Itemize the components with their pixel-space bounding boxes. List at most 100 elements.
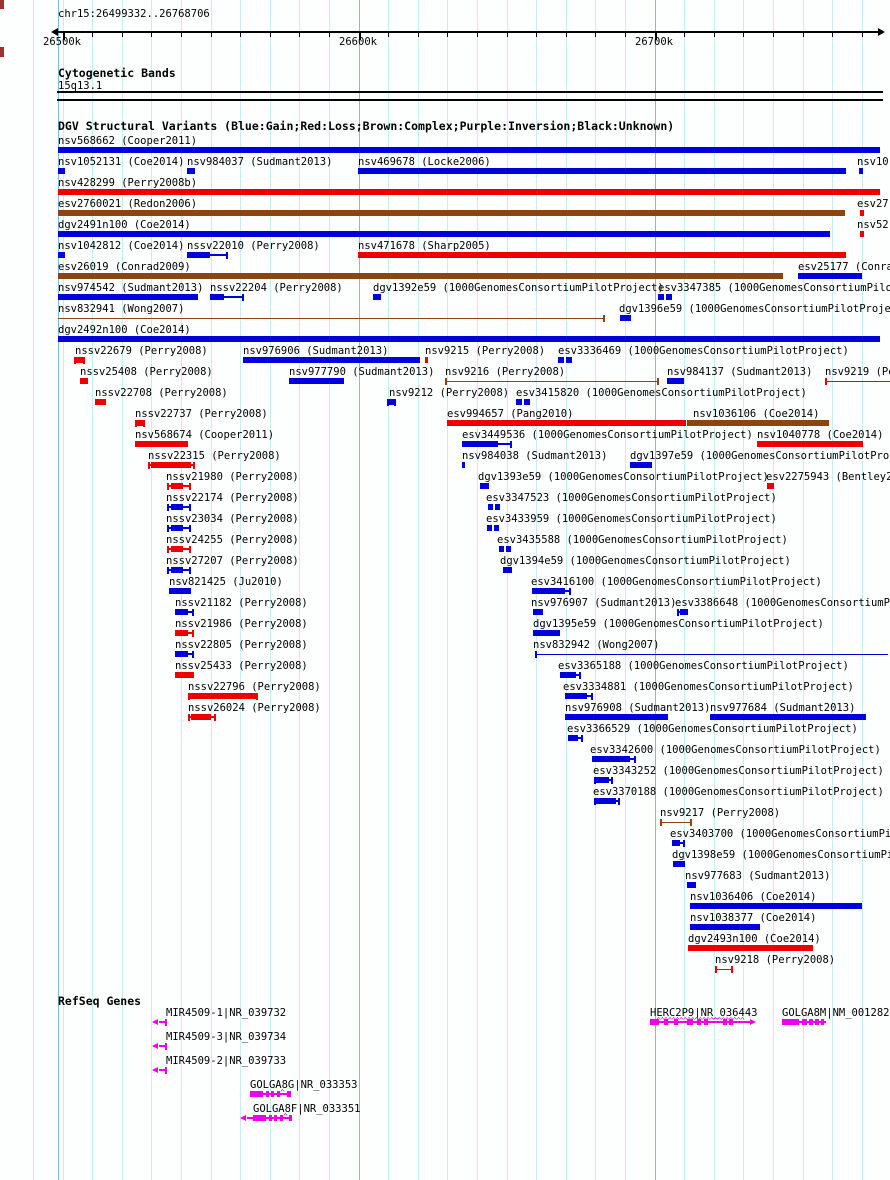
variant-glyph-box[interactable] [58,252,65,258]
variant-glyph-box[interactable] [680,609,688,615]
gene-glyph-box[interactable] [271,1091,274,1097]
variant-label[interactable]: esv3416100 (1000GenomesConsortiumPilotPr… [531,576,822,588]
variant-label[interactable]: dgv1397e59 (1000GenomesConsortiumPilotPr… [630,450,890,462]
variant-glyph-box[interactable] [289,378,344,384]
variant-label[interactable]: nsv1052131 (Coe2014) [58,156,185,168]
variant-glyph-box[interactable] [596,798,616,804]
variant-label[interactable]: esv3370188 (1000GenomesConsortiumPilotPr… [593,786,884,798]
variant-glyph-box[interactable] [672,840,680,846]
variant-glyph-box[interactable] [171,504,183,510]
variant-label[interactable]: esv994657 (Pang2010) [447,408,574,420]
gene-glyph-line[interactable] [250,1093,291,1095]
gene-glyph-line[interactable] [159,1069,167,1071]
variant-label[interactable]: nsv976907 (Sudmant2013) [531,597,677,609]
variant-glyph-box[interactable] [480,483,489,489]
variant-glyph-box[interactable] [516,399,522,405]
variant-glyph-box[interactable] [58,147,880,153]
gene-glyph-line[interactable] [159,1021,167,1023]
variant-glyph-box[interactable] [171,525,183,531]
gene-glyph-box[interactable] [250,1091,263,1097]
gene-glyph-box[interactable] [723,1019,727,1025]
variant-glyph-box[interactable] [524,399,530,405]
variant-label[interactable]: esv3343252 (1000GenomesConsortiumPilotPr… [593,765,884,777]
variant-label[interactable]: nssv22737 (Perry2008) [135,408,268,420]
variant-label[interactable]: nsv1036106 (Coe2014) [693,408,820,420]
gene-glyph-box[interactable] [697,1019,701,1025]
gene-glyph-box[interactable] [274,1115,277,1121]
variant-glyph-box[interactable] [860,231,864,237]
variant-glyph-box[interactable] [175,609,188,615]
variant-label[interactable]: nssv22805 (Perry2008) [175,639,308,651]
variant-label[interactable]: nssv21986 (Perry2008) [175,618,308,630]
gene-glyph-box[interactable] [664,1019,668,1025]
variant-glyph-line[interactable] [535,654,888,655]
variant-label[interactable]: esv3347523 (1000GenomesConsortiumPilotPr… [486,492,777,504]
gene-glyph-line[interactable] [159,1045,167,1047]
variant-label[interactable]: nssv23034 (Perry2008) [166,513,299,525]
gene-glyph-box[interactable] [802,1019,807,1025]
variant-label[interactable]: nsv471678 (Sharp2005) [358,240,491,252]
variant-glyph-box[interactable] [58,273,783,279]
variant-label[interactable]: nsv428299 (Perry2008b) [58,177,198,189]
gene-label[interactable]: GOLGA8M|NM_0012824 [782,1007,890,1019]
variant-label[interactable]: nsv984037 (Sudmant2013) [187,156,333,168]
variant-glyph-box[interactable] [757,441,863,447]
variant-label[interactable]: nsv1040778 (Coe2014) [757,429,884,441]
variant-glyph-box[interactable] [191,714,211,720]
variant-glyph-box[interactable] [560,672,576,678]
variant-glyph-box[interactable] [687,882,696,888]
gene-glyph-box[interactable] [280,1115,283,1121]
variant-glyph-box[interactable] [210,294,224,300]
gene-glyph-box[interactable] [821,1019,824,1025]
gene-label[interactable]: GOLGA8F|NR_033351 [253,1103,361,1115]
variant-label[interactable]: dgv2492n100 (Coe2014) [58,324,191,336]
variant-glyph-box[interactable] [373,294,381,300]
variant-label[interactable]: esv3366529 (1000GenomesConsortiumPilotPr… [567,723,858,735]
variant-glyph-line[interactable] [825,381,890,382]
variant-glyph-box[interactable] [658,294,664,300]
variant-glyph-box[interactable] [630,462,652,468]
variant-glyph-box[interactable] [494,525,499,531]
variant-glyph-box[interactable] [767,483,774,489]
variant-glyph-box[interactable] [487,525,492,531]
variant-label[interactable]: nssv24255 (Perry2008) [166,534,299,546]
variant-label[interactable]: nsv1036406 (Coe2014) [690,891,817,903]
variant-glyph-box[interactable] [190,693,256,699]
variant-label[interactable]: esv3435588 (1000GenomesConsortiumPilotPr… [497,534,788,546]
variant-label[interactable]: esv3386648 (1000GenomesConsortiumPil [675,597,890,609]
gene-glyph-box[interactable] [674,1019,678,1025]
variant-label[interactable]: nsv977683 (Sudmant2013) [685,870,831,882]
variant-glyph-line[interactable] [660,822,692,823]
variant-label[interactable]: nsv821425 (Ju2010) [169,576,283,588]
variant-label[interactable]: nssv26024 (Perry2008) [188,702,321,714]
variant-label[interactable]: nsv1042812 (Coe2014) [58,240,185,252]
variant-glyph-box[interactable] [171,567,183,573]
variant-glyph-box[interactable] [568,735,578,741]
gene-glyph-box[interactable] [269,1115,272,1121]
variant-label[interactable]: nsv1038377 (Coe2014) [690,912,817,924]
variant-label[interactable]: dgv1392e59 (1000GenomesConsortiumPilotPr… [373,282,664,294]
variant-label[interactable]: dgv1398e59 (1000GenomesConsortiumPilo [672,849,890,861]
variant-label[interactable]: nssv22010 (Perry2008) [187,240,320,252]
variant-label[interactable]: nssv22796 (Perry2008) [188,681,321,693]
variant-label[interactable]: dgv2491n100 (Coe2014) [58,219,191,231]
variant-label[interactable]: nsv9218 (Perry2008) [715,954,836,966]
variant-label[interactable]: nsv9216 (Perry2008) [445,366,566,378]
variant-glyph-box[interactable] [860,210,864,216]
variant-glyph-box[interactable] [710,714,866,720]
variant-glyph-box[interactable] [565,693,587,699]
variant-glyph-box[interactable] [358,252,846,258]
variant-glyph-box[interactable] [447,420,686,426]
variant-glyph-box[interactable] [859,168,863,174]
variant-glyph-line[interactable] [58,318,605,319]
variant-glyph-box[interactable] [187,252,210,258]
variant-label[interactable]: esv3415820 (1000GenomesConsortiumPilotPr… [516,387,807,399]
variant-glyph-box[interactable] [566,357,572,363]
variant-label[interactable]: nsv977790 (Sudmant2013) [289,366,435,378]
variant-glyph-box[interactable] [462,441,498,447]
variant-label[interactable]: nssv21980 (Perry2008) [166,471,299,483]
variant-label[interactable]: nsv10 [857,156,889,168]
variant-glyph-box[interactable] [690,924,760,930]
variant-glyph-box[interactable] [58,231,830,237]
variant-label[interactable]: nsv9217 (Perry2008) [660,807,781,819]
